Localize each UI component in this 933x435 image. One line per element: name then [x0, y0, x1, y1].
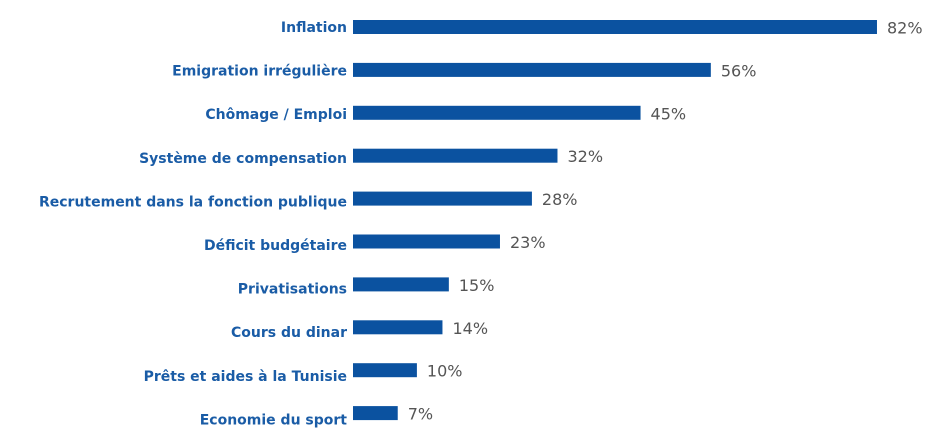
bar [353, 320, 443, 335]
category-label: Chômage / Emploi [205, 107, 347, 123]
value-label: 23% [510, 233, 546, 252]
value-label: 7% [408, 405, 433, 424]
bar [353, 105, 641, 120]
category-label: Recrutement dans la fonction publique [39, 194, 347, 210]
bar [353, 363, 417, 378]
bar [353, 191, 532, 206]
category-label: Emigration irrégulière [172, 64, 347, 80]
bar [353, 62, 711, 77]
value-label: 45% [651, 104, 687, 123]
category-label: Système de compensation [139, 151, 347, 167]
category-label: Economie du sport [200, 412, 348, 428]
category-label: Inflation [281, 20, 347, 36]
bar [353, 406, 398, 421]
value-label: 28% [542, 190, 578, 209]
value-label: 56% [721, 61, 757, 80]
category-label: Prêts et aides à la Tunisie [144, 369, 347, 385]
bar [353, 148, 558, 163]
bar [353, 20, 877, 34]
bar [353, 234, 500, 249]
value-label: 32% [567, 147, 603, 166]
bar [353, 277, 449, 292]
value-label: 10% [427, 362, 463, 381]
value-label: 15% [459, 276, 495, 295]
value-label: 82% [887, 19, 923, 38]
category-label: Cours du dinar [231, 325, 347, 341]
value-label: 14% [452, 319, 488, 338]
category-label: Privatisations [238, 282, 347, 298]
category-label: Déficit budgétaire [204, 238, 347, 254]
